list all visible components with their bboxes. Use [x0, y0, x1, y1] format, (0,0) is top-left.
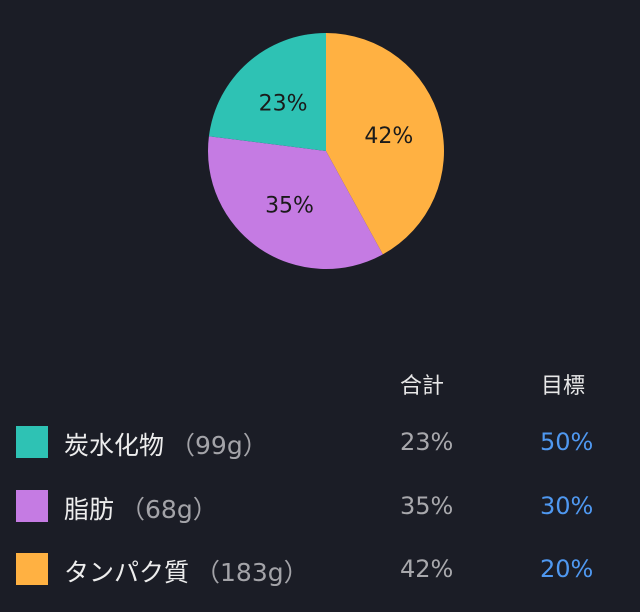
- protein-total: 42%: [400, 555, 454, 583]
- fat-total: 35%: [400, 492, 454, 520]
- legend-row-fat[interactable]: 脂肪 （68g） 35% 30%: [0, 486, 640, 526]
- pie-slice-fat[interactable]: [207, 136, 383, 269]
- carbs-goal: 50%: [540, 428, 594, 456]
- pie-slice-protein[interactable]: [326, 33, 444, 255]
- carbs-total: 23%: [400, 428, 454, 456]
- carbs-color-swatch: [16, 426, 48, 458]
- pie-label-fat: 35%: [265, 194, 314, 219]
- fat-goal: 30%: [540, 492, 594, 520]
- protein-grams: （183g）: [195, 558, 309, 587]
- pie-slice-carbs[interactable]: [208, 33, 326, 151]
- pie-label-protein: 42%: [364, 124, 413, 149]
- column-header-total: 合計: [400, 374, 445, 399]
- protein-color-swatch: [16, 553, 48, 585]
- legend-row-carbs[interactable]: 炭水化物 （99g） 23% 50%: [0, 422, 640, 462]
- protein-goal: 20%: [540, 555, 594, 583]
- fat-grams: （68g）: [120, 495, 218, 524]
- fat-label: 脂肪: [64, 495, 115, 524]
- protein-label: タンパク質: [64, 558, 190, 587]
- carbs-label: 炭水化物: [64, 431, 165, 460]
- carbs-grams: （99g）: [170, 431, 268, 460]
- fat-color-swatch: [16, 490, 48, 522]
- macro-pie-chart: 42% 35% 23%: [207, 33, 444, 269]
- column-header-goal: 目標: [541, 374, 586, 399]
- pie-label-carbs: 23%: [259, 91, 308, 116]
- legend-row-protein[interactable]: タンパク質 （183g） 42% 20%: [0, 549, 640, 589]
